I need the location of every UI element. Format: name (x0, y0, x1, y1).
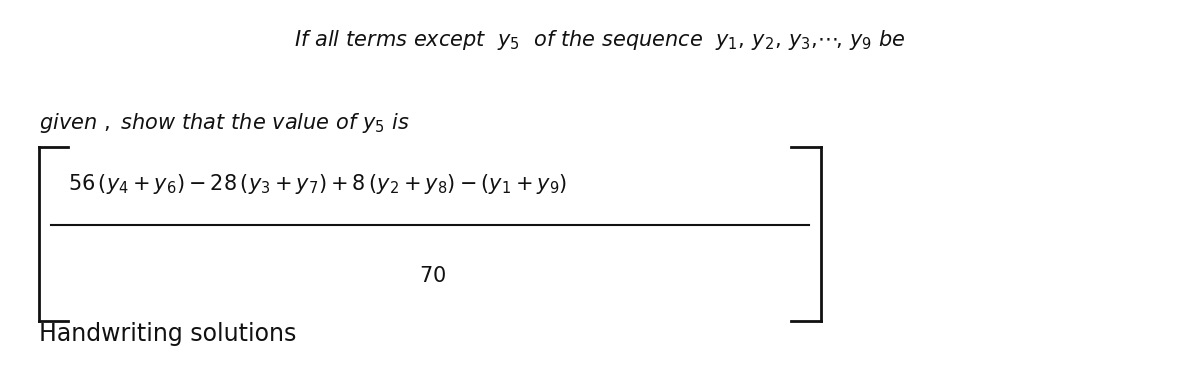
Text: $56\,(y_4 + y_6) - 28\,(y_3 + y_7) + 8\,(y_2 + y_8) - (y_1 + y_9)$: $56\,(y_4 + y_6) - 28\,(y_3 + y_7) + 8\,… (68, 171, 568, 196)
Text: Handwriting solutions: Handwriting solutions (38, 322, 296, 346)
Text: $\mathit{If\ all\ terms\ except}$$\ \ y_5\ \ $$\mathit{of\ the\ sequence}$$\ \ y: $\mathit{If\ all\ terms\ except}$$\ \ y_… (294, 28, 906, 52)
Text: $70$: $70$ (419, 266, 446, 286)
Text: $\mathit{given}$$\mathit{\ ,\ show\ that\ the\ value\ of\ }$$y_5$$\mathit{\ is}$: $\mathit{given}$$\mathit{\ ,\ show\ that… (38, 111, 409, 135)
